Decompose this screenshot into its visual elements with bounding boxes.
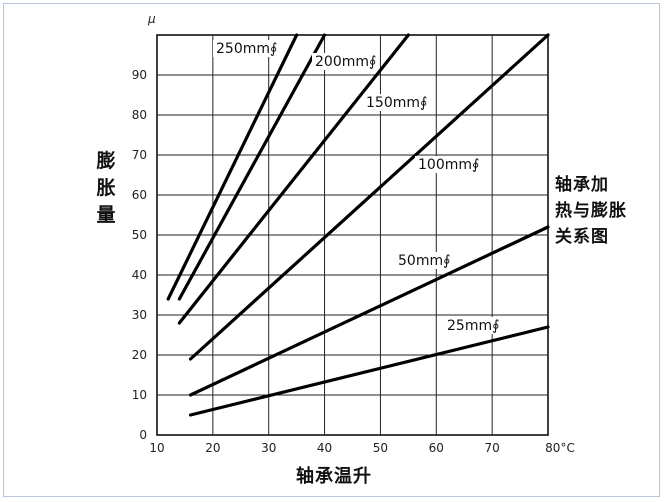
y-tick-label: 40	[132, 268, 147, 282]
x-axis-label: 轴承温升	[296, 466, 372, 487]
x-tick-label: 20	[205, 441, 220, 455]
y-tick-label: 50	[132, 228, 147, 242]
series-label: 25mm∮	[447, 318, 499, 334]
series-line	[188, 33, 550, 361]
x-tick-label: 50	[373, 441, 388, 455]
caption-line: 轴承加	[555, 175, 609, 195]
y-axis-label-char: 膨	[96, 150, 116, 172]
series-label-bg	[312, 53, 370, 70]
y-tick-label: 20	[132, 348, 147, 362]
series-line	[188, 325, 550, 417]
series-label: 150mm∮	[366, 95, 427, 111]
x-tick-label: 70	[485, 441, 500, 455]
y-tick-label: 90	[132, 68, 147, 82]
x-tick-label: 10	[149, 441, 164, 455]
series-line	[177, 33, 410, 325]
x-tick-label: 60	[429, 441, 444, 455]
y-tick-label: 30	[132, 308, 147, 322]
image-frame	[3, 3, 660, 497]
y-axis-label: 膨 胀 量	[94, 148, 118, 229]
y-axis-label-char: 胀	[96, 177, 116, 199]
series-label: 100mm∮	[418, 157, 479, 173]
y-tick-label: 60	[132, 188, 147, 202]
series-label: 250mm∮	[216, 41, 277, 57]
x-tick-label: 30	[261, 441, 276, 455]
y-axis-label-char: 量	[96, 204, 116, 226]
series-line	[166, 33, 299, 301]
series-label-bg	[213, 40, 271, 57]
caption-line: 关系图	[555, 227, 609, 247]
y-tick-label: 10	[132, 388, 147, 402]
series-line	[188, 225, 550, 397]
series-label-bg	[395, 252, 444, 269]
series-lines	[166, 33, 550, 417]
y-unit-label: μ	[147, 12, 156, 26]
y-tick-label: 0	[139, 428, 147, 442]
y-tick-label: 70	[132, 148, 147, 162]
series-label: 50mm∮	[398, 253, 450, 269]
series-label: 200mm∮	[315, 54, 376, 70]
x-tick-label: 40	[317, 441, 332, 455]
series-label-bg	[363, 94, 421, 111]
y-tick-label: 80	[132, 108, 147, 122]
series-label-bg	[415, 156, 473, 173]
series-line	[177, 33, 327, 301]
x-tick-label: 80°C	[545, 441, 575, 455]
chart-caption: 轴承加 热与膨胀 关系图	[555, 172, 655, 250]
caption-line: 热与膨胀	[555, 201, 627, 221]
series-label-bg	[444, 317, 493, 334]
grid	[156, 34, 549, 436]
series-labels: 250mm∮ 200mm∮ 150mm∮ 100mm∮ 50mm∮ 25mm∮	[213, 40, 499, 334]
